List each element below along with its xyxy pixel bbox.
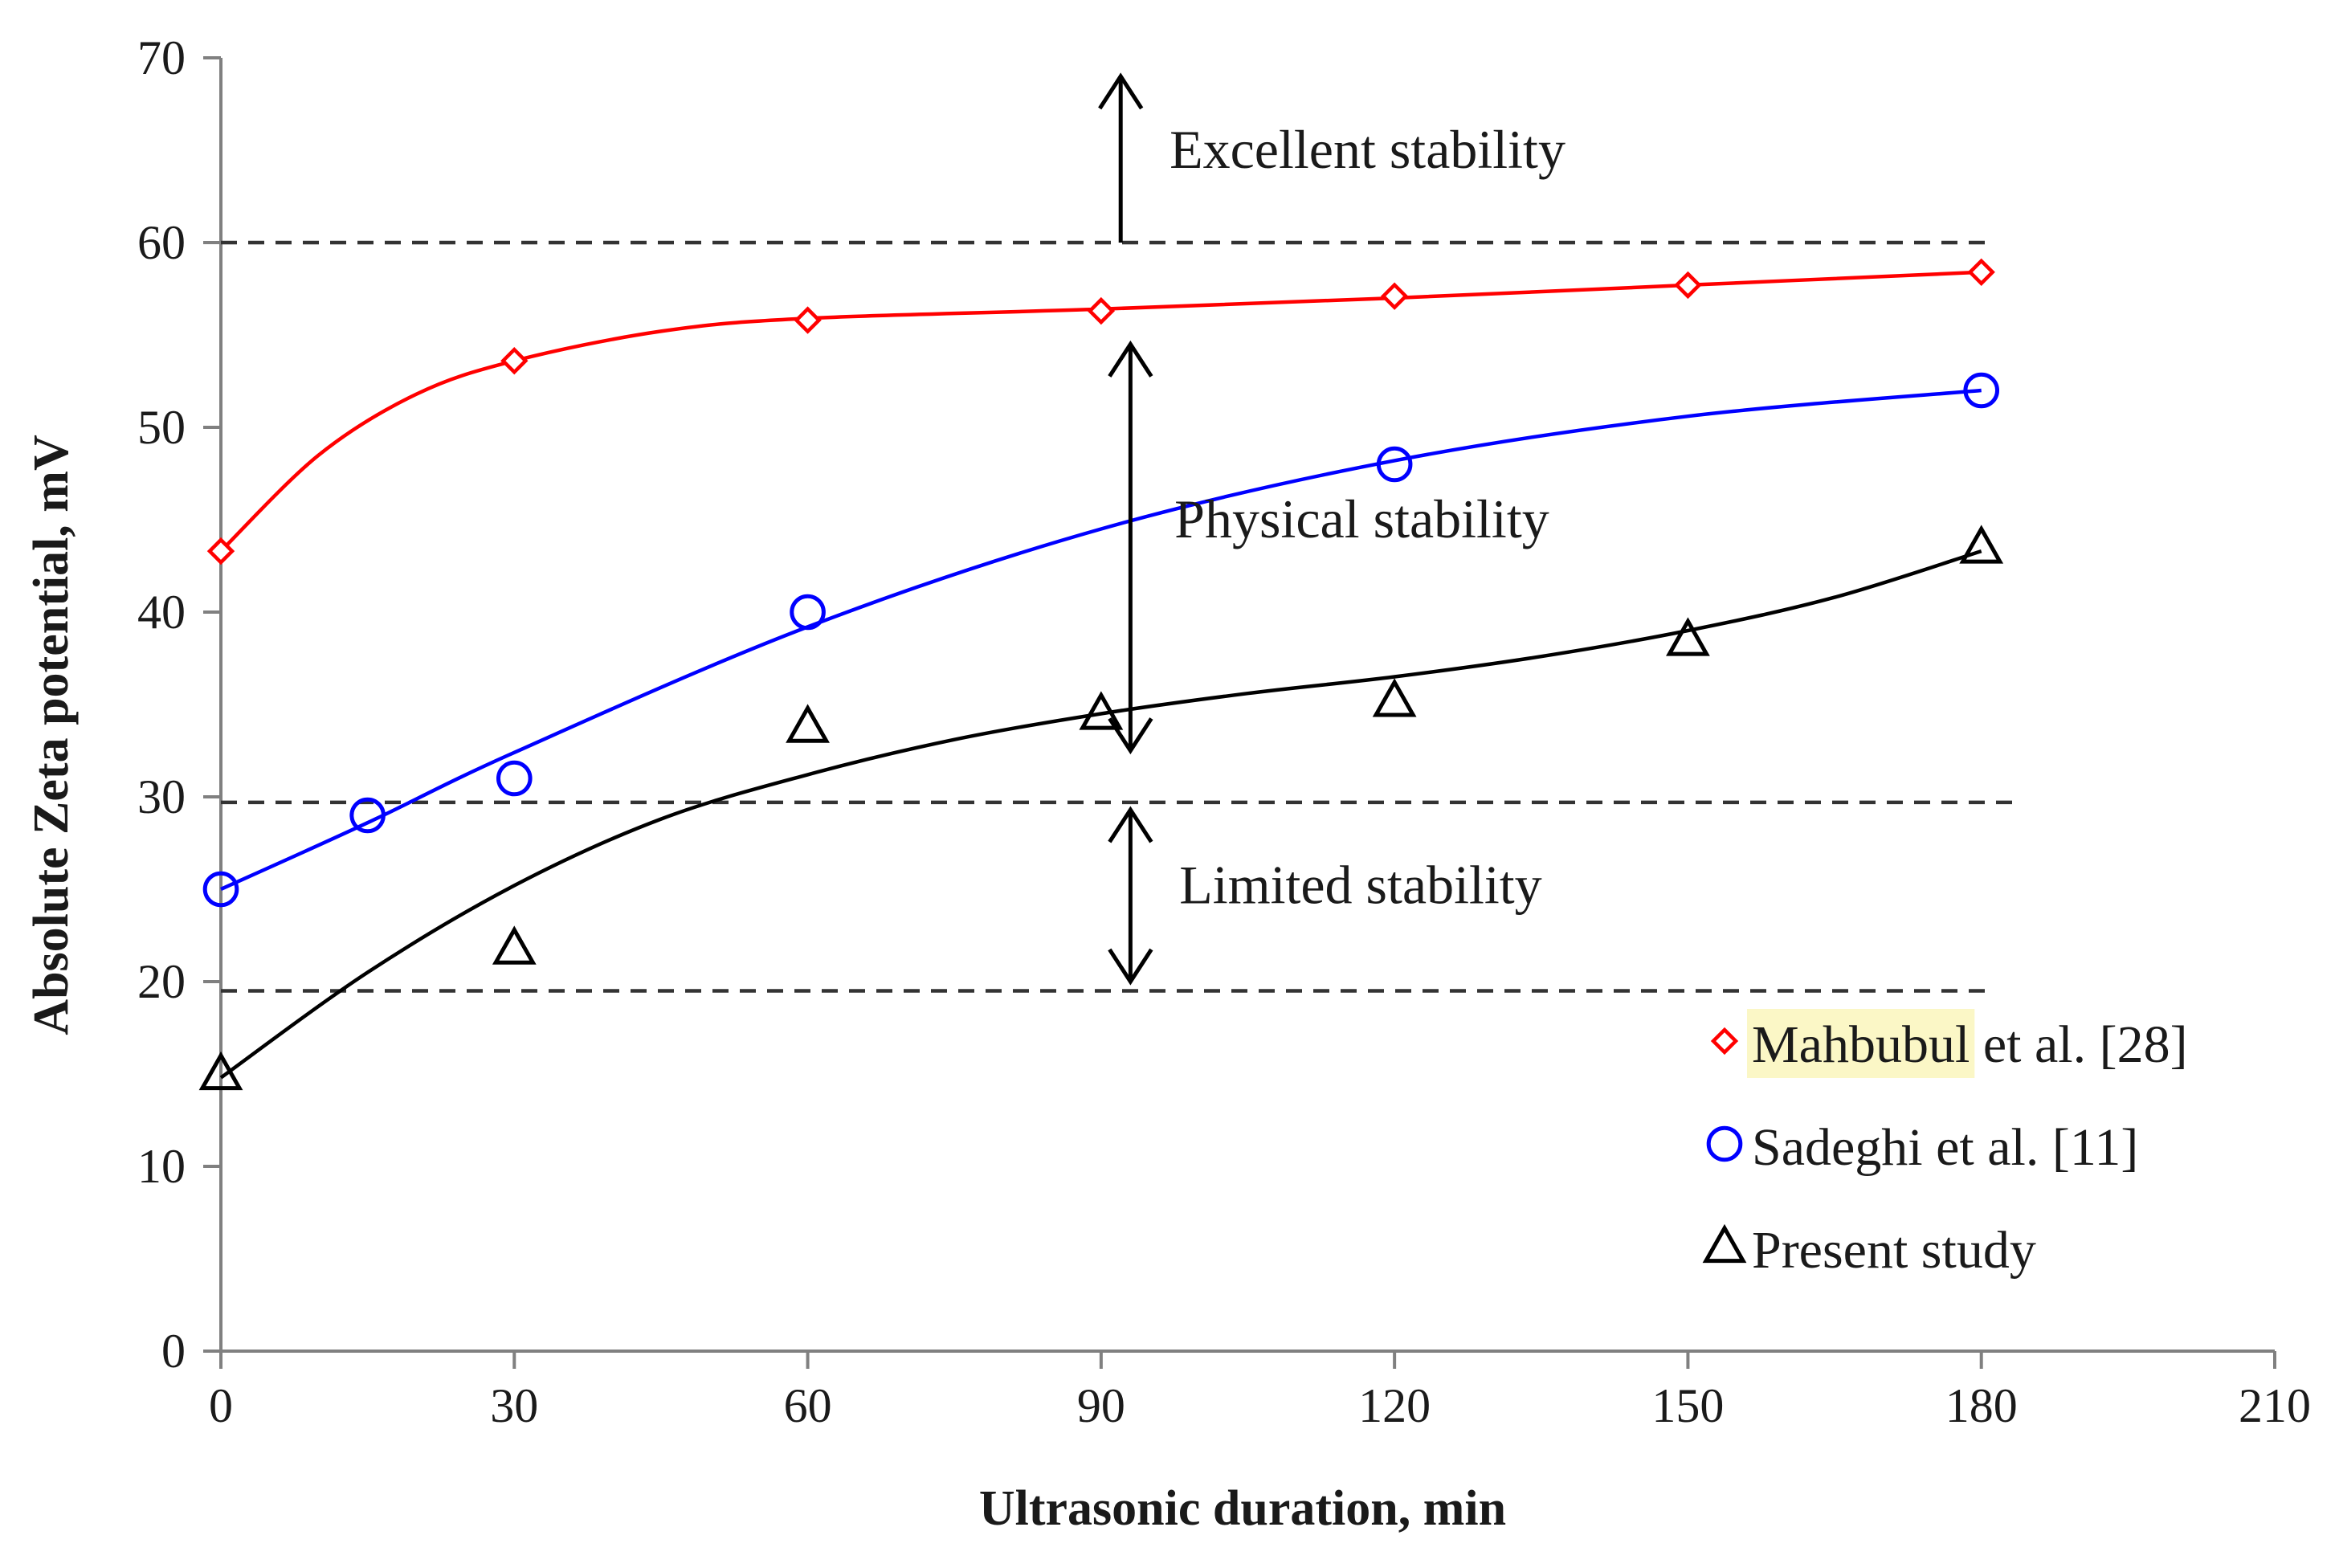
data-point-circle — [349, 797, 386, 834]
x-tick-label: 90 — [1077, 1379, 1125, 1432]
data-point-diamond — [1674, 271, 1702, 300]
legend-label-highlight: Mahbubul — [1752, 1015, 1970, 1074]
legend-label: Sadeghi et al. [11] — [1752, 1118, 2138, 1177]
legend-label: Mahbubul et al. [28] — [1752, 1015, 2188, 1074]
trend-line-circle — [220, 388, 1982, 892]
legend-highlight — [1747, 1009, 1975, 1078]
x-tick-label: 150 — [1651, 1379, 1724, 1432]
data-point-triangle — [1959, 525, 2004, 564]
data-point-triangle — [492, 925, 537, 965]
data-point-diamond — [1380, 282, 1409, 310]
arrowhead-up — [1098, 72, 1144, 110]
x-tick-label: 30 — [490, 1379, 538, 1432]
annotations: Excellent stability Physical stability Lim… — [1098, 72, 1565, 986]
legend-marker-diamond — [1710, 1027, 1739, 1056]
data-point-diamond — [206, 537, 235, 566]
arrowhead-down — [1108, 717, 1153, 755]
stability-label: Physical stability — [1174, 488, 1549, 549]
x-tick-label: 120 — [1358, 1379, 1431, 1432]
arrowhead-down — [1108, 948, 1153, 986]
data-point-triangle — [786, 704, 830, 743]
stability-label: Excellent stability — [1170, 119, 1565, 180]
legend-marker-circle — [1706, 1125, 1743, 1162]
data-point-circle — [1376, 446, 1413, 483]
data-point-diamond — [794, 306, 822, 334]
data-point-circle — [496, 760, 533, 797]
y-tick-label: 40 — [137, 586, 186, 639]
data-point-triangle — [1372, 678, 1417, 717]
y-tick-label: 20 — [137, 955, 186, 1008]
x-tick-label: 210 — [2239, 1379, 2311, 1432]
y-tick-label: 0 — [161, 1325, 186, 1378]
data-point-circle — [1963, 372, 2000, 409]
arrowhead-up — [1108, 340, 1153, 378]
trend-lines — [219, 270, 1982, 1080]
data-point-diamond — [1967, 258, 1995, 286]
reference-lines — [221, 240, 2021, 993]
y-tick-label: 50 — [137, 401, 186, 454]
axes: 0 10 20 30 40 50 60 70 0 30 60 90 120 150 180 210 — [137, 31, 2311, 1432]
y-axis-label: Absolute Zeta potential, mV — [24, 435, 79, 1035]
y-tick-label: 30 — [137, 770, 186, 823]
data-point-diamond — [500, 347, 529, 375]
data-points — [198, 258, 2004, 1091]
trend-line-triangle — [219, 549, 1982, 1080]
legend-label-rest: et al. [28] — [1970, 1015, 2187, 1074]
stability-label: Limited stability — [1179, 854, 1541, 915]
data-point-diamond — [1087, 296, 1116, 325]
y-tick-label: 60 — [137, 216, 186, 269]
legend-marker-triangle — [1702, 1223, 1747, 1264]
x-tick-label: 180 — [1945, 1379, 2018, 1432]
data-point-triangle — [198, 1051, 243, 1091]
data-point-circle — [202, 871, 239, 908]
trend-line-diamond — [219, 270, 1982, 553]
legend-label: Present study — [1752, 1221, 2036, 1280]
arrowhead-up — [1108, 806, 1153, 843]
x-tick-label: 60 — [784, 1379, 832, 1432]
y-tick-label: 70 — [137, 31, 186, 84]
data-point-triangle — [1079, 691, 1124, 730]
x-tick-label: 0 — [209, 1379, 233, 1432]
legend: Mahbubul et al. [28] Sadeghi et al. [11] P… — [1702, 1009, 2188, 1280]
data-point-circle — [790, 594, 826, 631]
data-point-triangle — [1666, 617, 1710, 656]
x-axis-label: Ultrasonic duration, min — [979, 1481, 1506, 1536]
y-tick-label: 10 — [137, 1140, 186, 1193]
